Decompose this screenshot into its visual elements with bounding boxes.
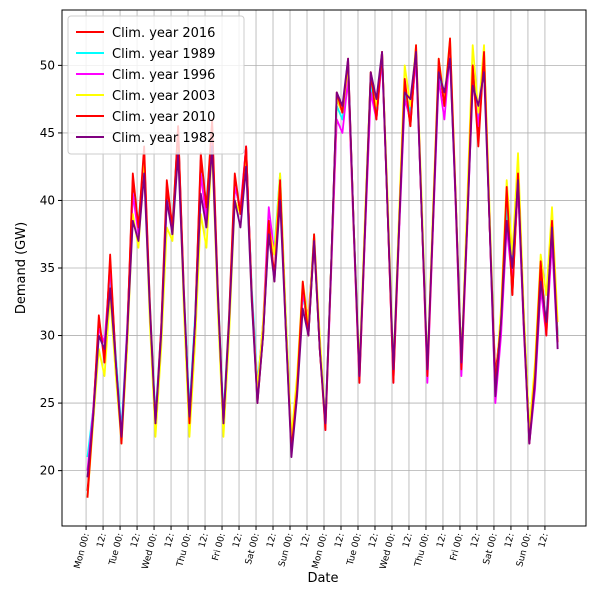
y-tick-label: 45 [40,126,55,140]
legend-label: Clim. year 2016 [112,26,215,41]
y-tick-label: 40 [40,193,55,207]
legend-box [67,15,245,155]
x-tick-label: 12: [266,532,279,549]
legend-label: Clim. year 2003 [112,89,215,104]
x-tick-label: 12: [232,532,245,549]
y-tick-label: 50 [40,58,55,72]
x-tick-label: 12: [503,532,516,549]
x-tick-label: 12: [96,532,109,549]
x-tick-label: 12: [401,532,414,549]
legend-label: Clim. year 1989 [112,47,215,62]
plot-frame [61,9,587,527]
legend-label: Clim. year 2010 [112,110,215,125]
x-tick-label: 12: [537,532,550,549]
legend-label: Clim. year 1982 [112,131,215,146]
x-tick-label: 12: [299,532,312,549]
y-tick-label: 30 [40,329,55,343]
x-tick-label: 12: [435,532,448,549]
x-axis-label: Date [307,571,338,586]
x-tick-label: 12: [164,532,177,549]
x-tick-label: 12: [130,532,143,549]
x-tick-label: 12: [367,532,380,549]
y-tick-label: 20 [40,464,55,478]
y-tick-label: 35 [40,261,55,275]
legend-label: Clim. year 1996 [112,68,215,83]
x-tick-label: 12: [333,532,346,549]
x-tick-label: 12: [198,532,211,549]
y-axis-label: Demand (GW) [14,222,29,314]
series-line [86,50,559,478]
y-tick-label: 25 [40,396,55,410]
x-tick-label: 12: [469,532,482,549]
